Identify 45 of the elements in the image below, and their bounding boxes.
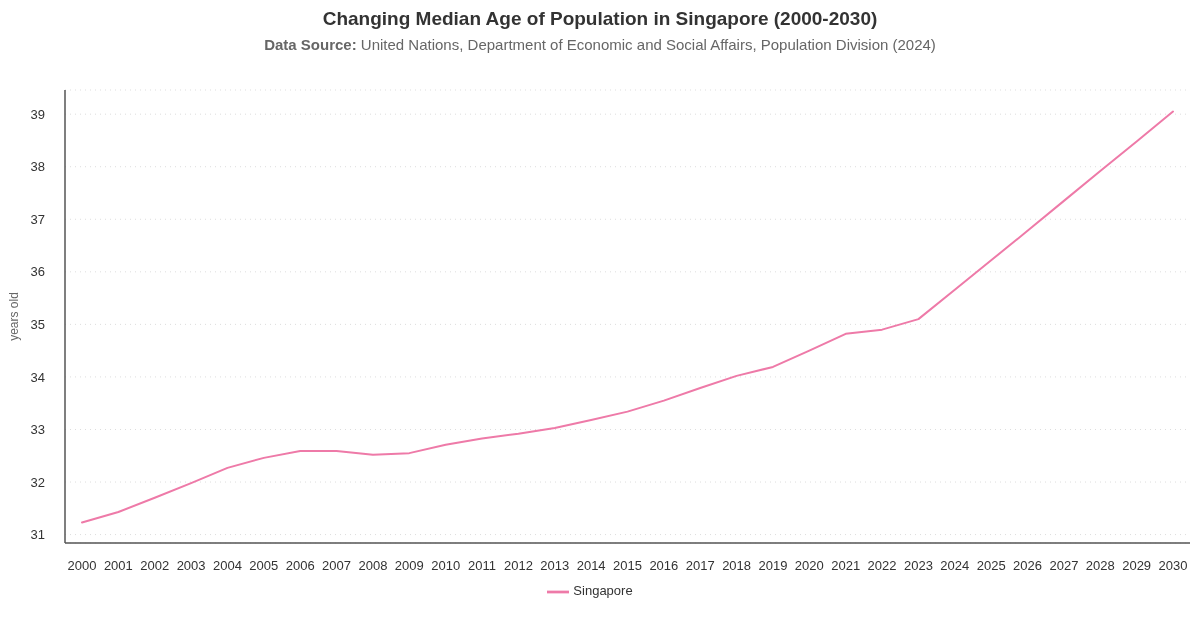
x-tick-label: 2007 <box>322 558 352 574</box>
x-tick-label: 2000 <box>67 558 97 574</box>
line-series <box>81 110 1174 524</box>
chart-title: Changing Median Age of Population in Singapore (2000-2030) <box>321 8 879 30</box>
x-tick-label: 2026 <box>1013 558 1042 574</box>
x-tick-label: 2016 <box>649 558 679 574</box>
y-tick-label: 39 <box>30 106 45 122</box>
x-tick-label: 2010 <box>431 558 461 574</box>
y-tick-label: 36 <box>30 264 45 280</box>
x-tick-label: 2023 <box>903 558 933 574</box>
x-tick-label: 2029 <box>1122 558 1152 574</box>
x-tick-label: 2027 <box>1049 558 1079 574</box>
y-tick-label: 38 <box>30 159 45 175</box>
x-tick-label: 2011 <box>468 558 497 574</box>
x-tick-label: 2006 <box>285 558 315 574</box>
x-tick-label: 2002 <box>140 558 170 574</box>
x-tick-label: 2001 <box>103 558 133 574</box>
x-tick-label: 2008 <box>358 558 388 574</box>
x-tick-label: 2028 <box>1085 558 1115 574</box>
y-tick-label: 37 <box>30 211 45 227</box>
x-tick-label: 2014 <box>576 558 606 574</box>
chart-subtitle: Data Source: United Nations, Department of Economic and Social Affairs, Population Division (2024) <box>264 36 936 53</box>
legend-label: Singapore <box>573 583 633 599</box>
x-tick-label: 2015 <box>613 558 642 574</box>
y-tick-label: 34 <box>30 369 45 385</box>
x-tick-label: 2005 <box>249 558 279 574</box>
x-tick-label: 2012 <box>503 558 533 574</box>
x-tick-label: 2004 <box>213 558 242 574</box>
x-tick-label: 2030 <box>1158 558 1188 574</box>
x-tick-label: 2013 <box>540 558 570 574</box>
y-tick-label: 32 <box>30 474 45 490</box>
x-tick-label: 2018 <box>722 558 752 574</box>
y-tick-label: 35 <box>30 317 45 332</box>
y-tick-label: 31 <box>30 527 45 543</box>
x-tick-label: 2024 <box>940 558 970 574</box>
x-tick-label: 2003 <box>176 558 206 574</box>
x-tick-label: 2025 <box>976 558 1006 574</box>
x-tick-label: 2022 <box>867 558 897 574</box>
y-tick-label: 33 <box>30 422 45 438</box>
x-tick-label: 2021 <box>831 558 861 574</box>
x-tick-label: 2017 <box>685 558 715 574</box>
x-tick-label: 2019 <box>758 558 788 574</box>
x-tick-label: 2020 <box>794 558 824 574</box>
y-axis-title: years old <box>7 292 22 341</box>
x-tick-label: 2009 <box>394 558 424 574</box>
